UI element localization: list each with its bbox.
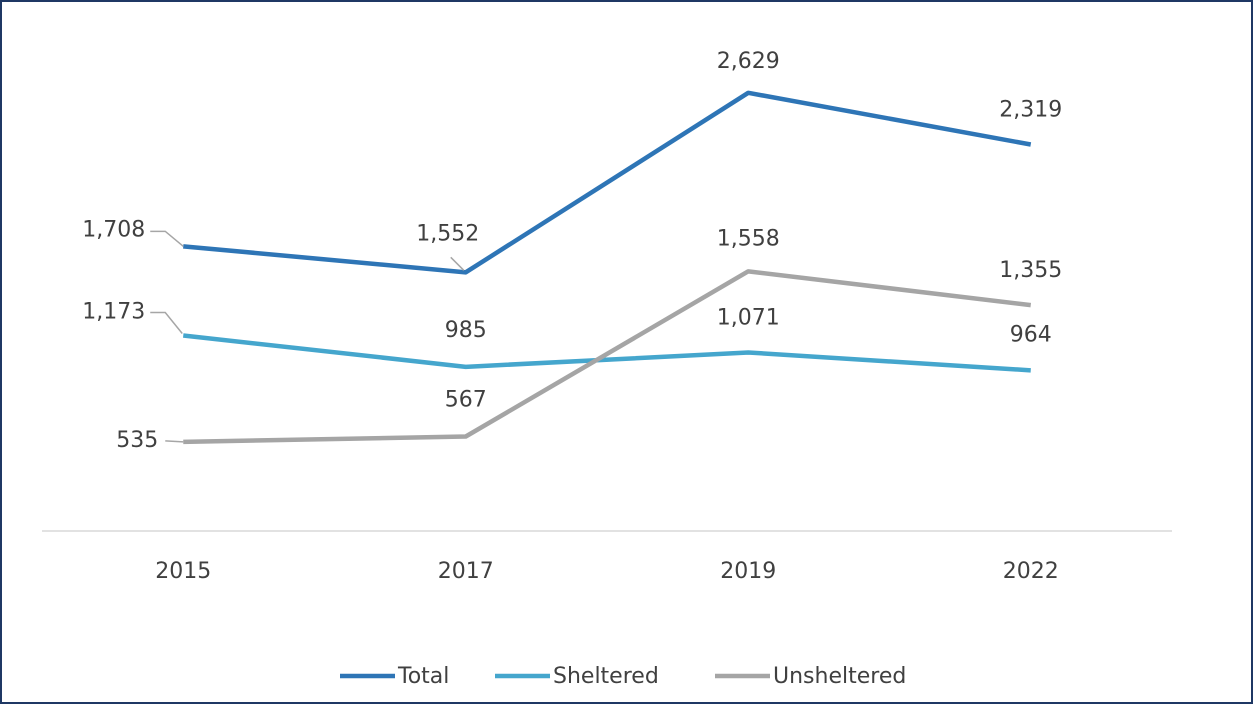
legend-label: Total [397,664,449,689]
leader-line [150,311,183,334]
data-label: 1,071 [717,306,780,331]
data-label: 1,173 [82,300,145,325]
data-label: 1,552 [416,221,479,246]
data-label: 1,355 [999,258,1062,283]
leader-line [150,230,184,247]
data-label: 1,558 [717,226,780,251]
legend-label: Sheltered [553,664,659,689]
leader-line [450,256,465,271]
x-tick-label: 2019 [720,559,776,584]
series-line [183,269,1032,445]
series-line [183,90,1032,275]
x-tick-label: 2022 [1003,559,1059,584]
series-line [183,333,1031,373]
legend-label: Unsheltered [773,664,906,689]
x-tick-label: 2015 [155,559,211,584]
data-label: 2,319 [999,98,1062,123]
data-label: 535 [116,428,158,453]
leader-line [165,440,184,443]
data-label: 985 [445,318,487,343]
data-label: 1,708 [82,217,145,242]
data-label: 567 [445,388,487,413]
x-tick-label: 2017 [438,559,494,584]
data-label: 964 [1010,322,1052,347]
data-label: 2,629 [717,49,780,74]
